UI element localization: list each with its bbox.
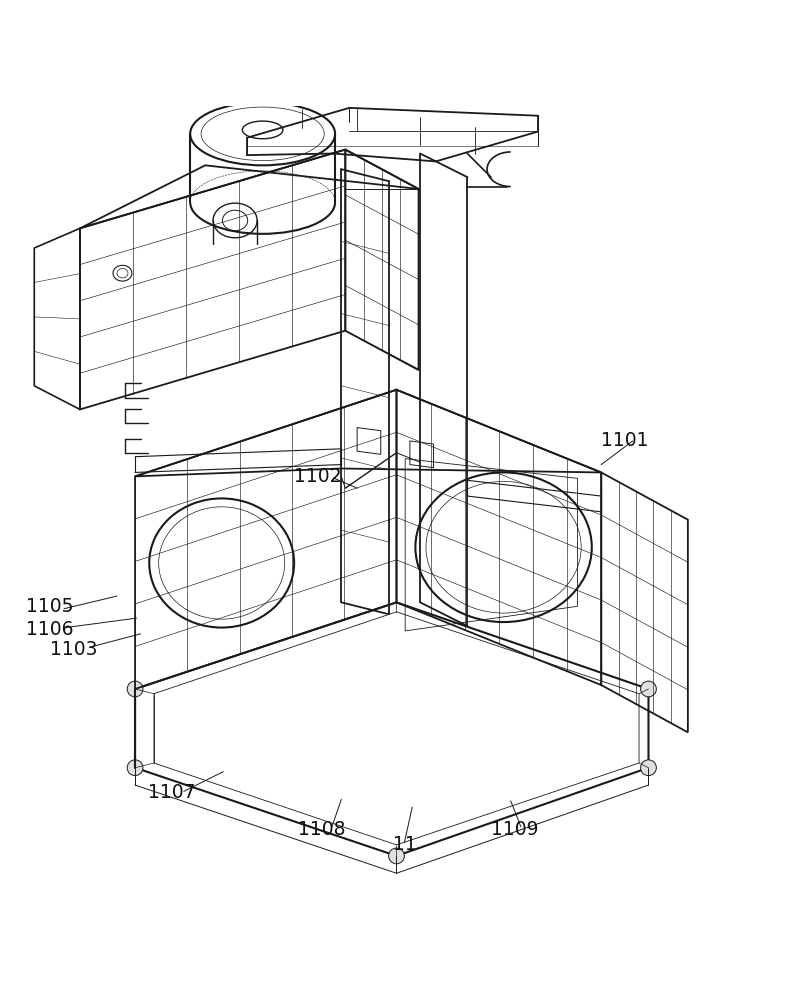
Text: 1102: 1102 — [294, 467, 342, 486]
Text: 1109: 1109 — [491, 820, 538, 839]
Circle shape — [641, 760, 657, 776]
Text: 1105: 1105 — [26, 597, 74, 616]
Text: 1101: 1101 — [601, 431, 649, 450]
Circle shape — [641, 681, 657, 697]
Circle shape — [127, 681, 143, 697]
Text: 1108: 1108 — [298, 820, 346, 839]
Text: 1107: 1107 — [148, 783, 196, 802]
Circle shape — [127, 760, 143, 776]
Text: 1103: 1103 — [50, 640, 98, 659]
Text: 11: 11 — [393, 835, 416, 854]
Text: 1106: 1106 — [26, 620, 74, 639]
Circle shape — [389, 848, 404, 864]
